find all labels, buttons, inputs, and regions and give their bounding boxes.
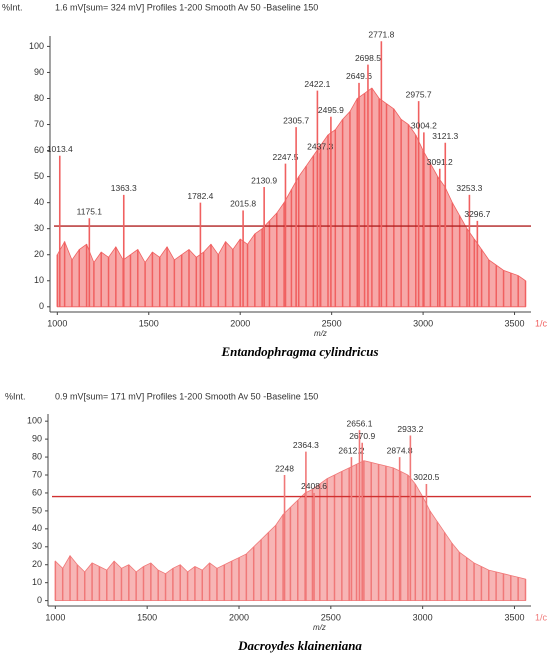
peak-label: 2422.1 xyxy=(304,79,330,89)
y-tick-label: 40 xyxy=(32,523,42,533)
caption: Dacroydes klaineniana xyxy=(237,638,362,653)
y-axis-label: %Int. xyxy=(5,391,26,401)
x-tick-label: 2000 xyxy=(229,612,249,622)
caption: Entandophragma cylindricus xyxy=(220,344,378,359)
x-tick-label: 2000 xyxy=(230,318,250,328)
peak-label: 2248 xyxy=(275,463,294,473)
peak-label: 2975.7 xyxy=(406,89,432,99)
peak-label: 2495.9 xyxy=(318,105,344,115)
y-tick-label: 20 xyxy=(34,249,44,259)
peak-label: 2874.8 xyxy=(387,445,413,455)
x-tick-label: 3000 xyxy=(413,318,433,328)
peak-label: 2437.3 xyxy=(307,141,333,151)
peak-label: 3004.2 xyxy=(411,121,437,131)
y-tick-label: 40 xyxy=(34,197,44,207)
y-tick-label: 10 xyxy=(34,275,44,285)
y-tick-label: 50 xyxy=(32,505,42,515)
y-axis-label: %Int. xyxy=(2,2,23,12)
peak-label: 1782.4 xyxy=(187,191,213,201)
x-tick-label: 1000 xyxy=(47,318,67,328)
header: 1.6 mV[sum= 324 mV] Profiles 1-200 Smoot… xyxy=(55,2,318,12)
peak-label: 2649.6 xyxy=(346,71,372,81)
x-tick-label: 3500 xyxy=(505,318,525,328)
peak-label: 1013.4 xyxy=(47,144,73,154)
x-tick-label: 2500 xyxy=(321,612,341,622)
peak-label: 2612.2 xyxy=(338,445,364,455)
y-tick-label: 80 xyxy=(32,451,42,461)
y-tick-label: 80 xyxy=(34,93,44,103)
y-tick-label: 70 xyxy=(32,469,42,479)
x-tick-label: 1000 xyxy=(45,612,65,622)
peak-label: 1175.1 xyxy=(77,207,103,217)
y-tick-label: 30 xyxy=(34,223,44,233)
y-tick-label: 90 xyxy=(34,67,44,77)
peak-label: 2015.8 xyxy=(230,199,256,209)
y-tick-label: 90 xyxy=(32,433,42,443)
y-tick-label: 100 xyxy=(27,416,42,426)
y-tick-label: 30 xyxy=(32,541,42,551)
peak-label: 2364.3 xyxy=(293,440,319,450)
peak-label: 1363.3 xyxy=(111,183,137,193)
x-end-label: 1/c xyxy=(535,612,548,622)
peak-label: 3121.3 xyxy=(432,131,458,141)
y-tick-label: 70 xyxy=(34,119,44,129)
x-axis-label: m/z xyxy=(314,329,327,338)
peak-label: 3020.5 xyxy=(413,472,439,482)
x-tick-label: 2500 xyxy=(322,318,342,328)
y-tick-label: 60 xyxy=(32,487,42,497)
peak-label: 2247.5 xyxy=(272,152,298,162)
y-tick-label: 60 xyxy=(34,145,44,155)
y-tick-label: 0 xyxy=(37,595,42,605)
peak-label: 2771.8 xyxy=(368,29,394,39)
peak-label: 2670.9 xyxy=(349,431,375,441)
peak-label: 3296.7 xyxy=(464,209,490,219)
peak-label: 3091.2 xyxy=(427,157,453,167)
x-tick-label: 1500 xyxy=(137,612,157,622)
x-tick-label: 3500 xyxy=(504,612,524,622)
x-tick-label: 3000 xyxy=(413,612,433,622)
peak-label: 2698.5 xyxy=(355,53,381,63)
peak-label: 3253.3 xyxy=(456,183,482,193)
peak-label: 2130.9 xyxy=(251,175,277,185)
x-tick-label: 1500 xyxy=(139,318,159,328)
y-tick-label: 20 xyxy=(32,559,42,569)
x-end-label: 1/c xyxy=(535,318,548,328)
y-tick-label: 100 xyxy=(29,41,44,51)
peak-label: 2656.1 xyxy=(346,418,372,428)
y-tick-label: 10 xyxy=(32,577,42,587)
header: 0.9 mV[sum= 171 mV] Profiles 1-200 Smoot… xyxy=(55,391,318,401)
x-axis-label: m/z xyxy=(313,623,326,632)
peak-label: 2305.7 xyxy=(283,115,309,125)
y-tick-label: 50 xyxy=(34,171,44,181)
y-tick-label: 0 xyxy=(39,301,44,311)
peak-label: 2408.6 xyxy=(301,481,327,491)
peak-label: 2933.2 xyxy=(397,424,423,434)
